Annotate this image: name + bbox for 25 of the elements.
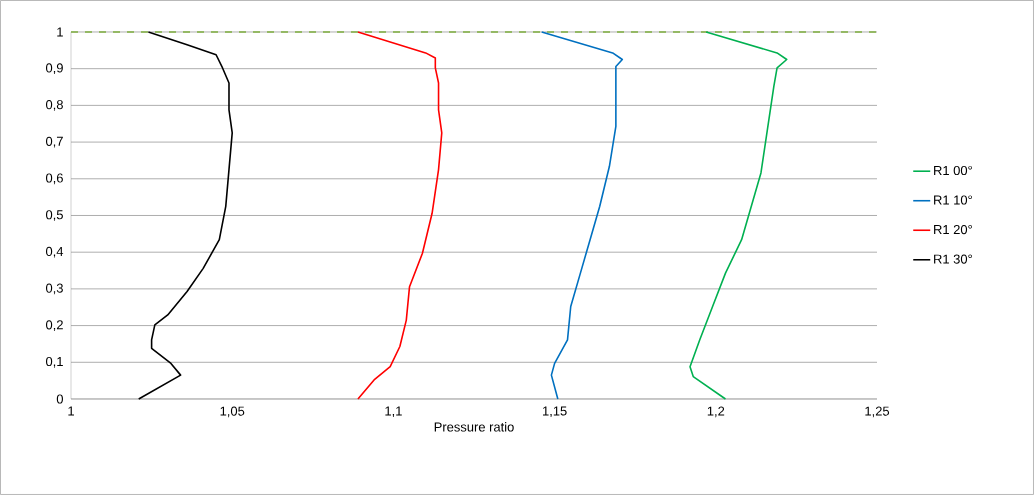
y-tick-label: 0 — [56, 394, 63, 404]
y-tick-label: 0,7 — [45, 136, 63, 148]
x-tick-label: 1 — [68, 406, 74, 416]
y-tick-label: 0,3 — [45, 283, 63, 295]
y-tick-label: 0,4 — [45, 246, 64, 258]
y-tick-label: 0,5 — [45, 210, 63, 221]
x-axis-title: Pressure ratio — [434, 422, 514, 432]
legend-label: R1 00° — [934, 165, 972, 176]
line-series — [137, 31, 234, 400]
legend-label: R1 20° — [934, 224, 972, 235]
y-tick-label: 0,9 — [45, 63, 63, 75]
y-tick-label: 0,6 — [45, 173, 63, 185]
x-tick-label: 1,1 — [385, 406, 402, 418]
x-tick-label: 1,15 — [542, 406, 567, 418]
y-tick-label: 0,8 — [45, 100, 63, 111]
y-tick-label: 0,2 — [45, 320, 63, 331]
x-tick-label: 1,2 — [707, 406, 725, 418]
legend-label: R1 30° — [934, 254, 972, 264]
y-tick-label: 1 — [57, 27, 63, 37]
y-tick-label: 0,1 — [45, 356, 63, 368]
legend-label: R1 10° — [934, 195, 972, 205]
line-series — [540, 31, 624, 400]
line-series — [357, 31, 443, 400]
x-tick-label: 1,25 — [865, 406, 890, 418]
x-tick-label: 1,05 — [220, 406, 245, 418]
